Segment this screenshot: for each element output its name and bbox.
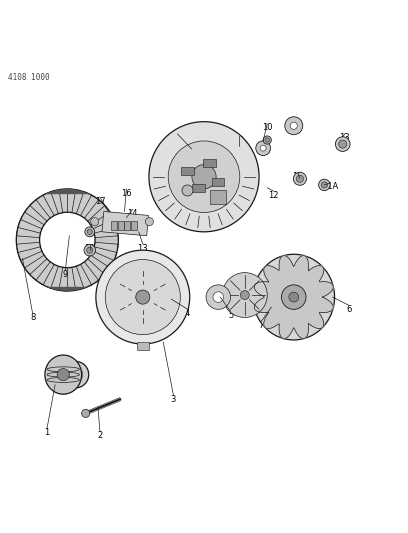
Circle shape (296, 175, 304, 182)
Bar (124, 221, 130, 230)
Bar (111, 221, 117, 230)
Circle shape (256, 141, 271, 156)
Polygon shape (16, 189, 118, 291)
Bar (16, 185, 118, 192)
Bar (193, 184, 204, 192)
Bar (210, 190, 226, 204)
Circle shape (293, 172, 306, 185)
Text: 1: 1 (44, 429, 49, 438)
Bar (203, 159, 215, 167)
Circle shape (222, 272, 267, 318)
Circle shape (84, 245, 95, 256)
Circle shape (182, 185, 193, 196)
Text: 4: 4 (185, 309, 190, 318)
Circle shape (87, 229, 93, 235)
Bar (118, 221, 124, 230)
Text: 5: 5 (228, 311, 233, 320)
Ellipse shape (105, 260, 180, 335)
Text: 11A: 11A (322, 182, 339, 191)
Circle shape (265, 138, 270, 142)
Ellipse shape (96, 250, 190, 344)
Polygon shape (254, 256, 333, 338)
Text: 7: 7 (258, 321, 264, 330)
Bar (212, 178, 224, 187)
Circle shape (213, 292, 224, 302)
Circle shape (289, 292, 299, 302)
Circle shape (319, 179, 330, 191)
Text: 13: 13 (339, 133, 350, 142)
Circle shape (206, 285, 231, 309)
Text: 6: 6 (346, 305, 352, 314)
Circle shape (285, 117, 303, 135)
Bar (102, 212, 149, 236)
Circle shape (290, 122, 297, 130)
Circle shape (321, 182, 328, 188)
Ellipse shape (253, 254, 335, 340)
Circle shape (339, 140, 347, 148)
Bar (131, 221, 137, 230)
Text: 18: 18 (233, 135, 244, 144)
Circle shape (136, 290, 150, 304)
Text: 13: 13 (137, 244, 148, 253)
Text: 14: 14 (127, 209, 138, 218)
Circle shape (145, 217, 153, 225)
Text: 12: 12 (268, 191, 279, 199)
Text: 4108 1000: 4108 1000 (8, 72, 50, 82)
Circle shape (282, 285, 306, 309)
Text: 11: 11 (293, 172, 303, 181)
Text: 17: 17 (95, 197, 105, 206)
Bar (16, 287, 118, 295)
Ellipse shape (45, 355, 82, 394)
Text: 3: 3 (171, 394, 176, 403)
Text: 15: 15 (172, 133, 183, 142)
Circle shape (260, 145, 266, 151)
Circle shape (91, 217, 99, 225)
Text: 2: 2 (98, 431, 102, 440)
Circle shape (335, 137, 350, 151)
Circle shape (192, 165, 216, 189)
Circle shape (86, 247, 93, 253)
Bar (181, 167, 193, 175)
Circle shape (149, 122, 259, 232)
Text: 14: 14 (84, 244, 95, 253)
Circle shape (82, 409, 90, 417)
Text: 9: 9 (63, 270, 68, 279)
Text: 10: 10 (262, 123, 273, 132)
Circle shape (168, 141, 240, 213)
Text: 16: 16 (121, 189, 132, 198)
Circle shape (85, 227, 95, 237)
Bar (137, 342, 149, 350)
Circle shape (263, 136, 271, 144)
Circle shape (57, 368, 69, 381)
Text: 8: 8 (30, 313, 35, 322)
Circle shape (240, 290, 249, 300)
Ellipse shape (62, 361, 89, 388)
Circle shape (68, 367, 83, 382)
